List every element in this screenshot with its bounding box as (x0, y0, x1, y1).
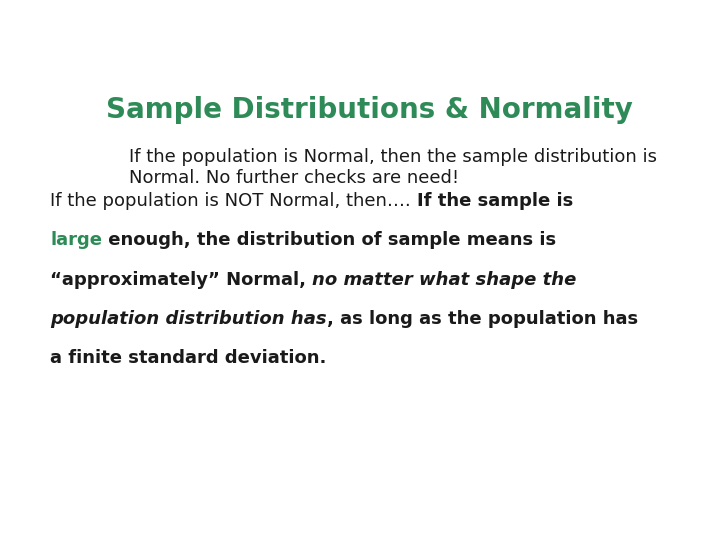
Text: Sample Distributions & Normality: Sample Distributions & Normality (106, 96, 632, 124)
Text: If the population is NOT Normal, then….: If the population is NOT Normal, then…. (50, 192, 416, 210)
Text: If the sample is: If the sample is (416, 192, 572, 210)
Text: , as long as the population has: , as long as the population has (327, 310, 638, 328)
Text: a finite standard deviation.: a finite standard deviation. (50, 349, 326, 367)
Text: “approximately” Normal,: “approximately” Normal, (50, 271, 312, 288)
Text: no matter what shape the: no matter what shape the (312, 271, 577, 288)
Text: enough, the distribution of sample means is: enough, the distribution of sample means… (102, 231, 556, 249)
Text: population distribution has: population distribution has (50, 310, 327, 328)
Text: If the population is Normal, then the sample distribution is: If the population is Normal, then the sa… (129, 148, 657, 166)
Text: Normal. No further checks are need!: Normal. No further checks are need! (129, 168, 459, 187)
Text: large: large (50, 231, 102, 249)
